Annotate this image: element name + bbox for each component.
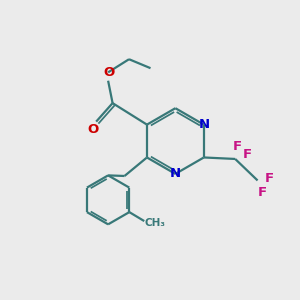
Text: O: O (87, 124, 98, 136)
Text: F: F (243, 148, 252, 161)
Text: CH₃: CH₃ (144, 218, 165, 228)
Text: F: F (233, 140, 242, 153)
Text: N: N (170, 167, 181, 180)
Text: F: F (264, 172, 274, 184)
Text: F: F (257, 187, 267, 200)
Text: N: N (198, 118, 209, 131)
Text: O: O (104, 66, 115, 79)
